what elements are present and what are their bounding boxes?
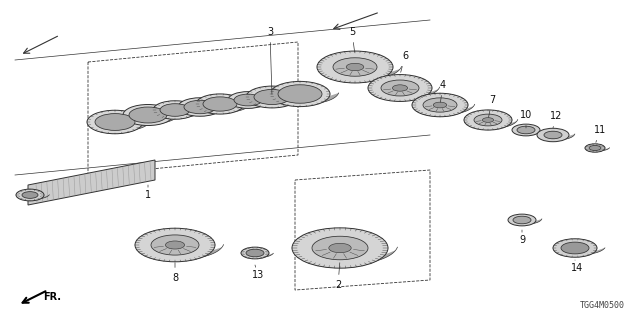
Polygon shape (196, 104, 251, 114)
Ellipse shape (547, 132, 551, 135)
Ellipse shape (228, 92, 268, 108)
Ellipse shape (346, 63, 364, 71)
Text: 6: 6 (401, 51, 408, 72)
Ellipse shape (246, 249, 264, 257)
Polygon shape (537, 134, 575, 142)
Ellipse shape (544, 131, 562, 139)
Polygon shape (17, 195, 49, 201)
Ellipse shape (512, 124, 540, 136)
Ellipse shape (278, 85, 322, 103)
Ellipse shape (317, 51, 393, 83)
Text: 14: 14 (571, 260, 583, 273)
Ellipse shape (464, 110, 512, 130)
Ellipse shape (508, 214, 536, 226)
Text: 5: 5 (349, 27, 355, 52)
Ellipse shape (22, 192, 38, 198)
Text: 2: 2 (335, 263, 341, 290)
Text: TGG4M0500: TGG4M0500 (580, 301, 625, 310)
Text: 8: 8 (172, 263, 178, 283)
Ellipse shape (292, 228, 388, 268)
Ellipse shape (184, 100, 216, 114)
Ellipse shape (551, 132, 555, 134)
Ellipse shape (333, 58, 377, 76)
Polygon shape (137, 247, 222, 262)
Ellipse shape (312, 236, 368, 260)
Ellipse shape (555, 132, 559, 135)
Ellipse shape (553, 239, 597, 257)
Ellipse shape (561, 242, 589, 254)
Ellipse shape (555, 135, 559, 138)
Text: 4: 4 (440, 80, 446, 102)
Ellipse shape (412, 93, 468, 117)
Polygon shape (294, 250, 396, 268)
Polygon shape (586, 148, 609, 152)
Ellipse shape (547, 135, 551, 138)
Text: FR.: FR. (43, 292, 61, 302)
Polygon shape (554, 248, 605, 257)
Polygon shape (508, 219, 542, 226)
Ellipse shape (151, 235, 199, 255)
Text: 12: 12 (550, 111, 562, 128)
Ellipse shape (129, 107, 167, 123)
Ellipse shape (16, 189, 44, 201)
Ellipse shape (153, 101, 197, 119)
Polygon shape (228, 99, 273, 108)
Ellipse shape (246, 86, 298, 108)
Polygon shape (369, 89, 438, 101)
Ellipse shape (95, 114, 135, 131)
Ellipse shape (123, 105, 173, 125)
Ellipse shape (165, 241, 184, 249)
Ellipse shape (556, 134, 561, 136)
Polygon shape (242, 253, 273, 259)
Polygon shape (465, 121, 517, 130)
Ellipse shape (178, 98, 222, 116)
Text: 7: 7 (488, 95, 495, 117)
Ellipse shape (87, 110, 143, 134)
Ellipse shape (483, 118, 493, 122)
Polygon shape (153, 109, 204, 119)
Ellipse shape (589, 146, 601, 150)
Text: 10: 10 (520, 110, 532, 128)
Ellipse shape (545, 134, 550, 136)
Polygon shape (179, 107, 227, 116)
Ellipse shape (474, 114, 502, 126)
Text: 13: 13 (252, 265, 264, 280)
Ellipse shape (234, 94, 262, 106)
Ellipse shape (551, 136, 555, 139)
Text: 3: 3 (267, 27, 273, 94)
Polygon shape (124, 115, 179, 125)
Polygon shape (512, 129, 544, 136)
Ellipse shape (381, 80, 419, 96)
Polygon shape (270, 93, 339, 107)
Ellipse shape (196, 94, 244, 114)
Ellipse shape (270, 81, 330, 107)
Text: 9: 9 (519, 230, 525, 245)
Polygon shape (246, 96, 306, 108)
Text: 11: 11 (594, 125, 606, 142)
Ellipse shape (135, 228, 215, 262)
Polygon shape (87, 121, 150, 134)
Ellipse shape (392, 85, 408, 91)
Ellipse shape (433, 102, 447, 108)
Ellipse shape (537, 128, 569, 142)
Polygon shape (319, 69, 400, 83)
Ellipse shape (423, 98, 457, 112)
Ellipse shape (203, 97, 237, 111)
Ellipse shape (513, 216, 531, 224)
Ellipse shape (160, 104, 190, 116)
Ellipse shape (241, 247, 269, 259)
Ellipse shape (329, 243, 351, 253)
Ellipse shape (544, 131, 562, 139)
Polygon shape (413, 106, 474, 117)
Ellipse shape (368, 75, 432, 101)
Ellipse shape (254, 90, 290, 105)
Text: 1: 1 (145, 185, 151, 200)
Polygon shape (28, 160, 155, 205)
Ellipse shape (517, 126, 535, 134)
Ellipse shape (585, 144, 605, 152)
